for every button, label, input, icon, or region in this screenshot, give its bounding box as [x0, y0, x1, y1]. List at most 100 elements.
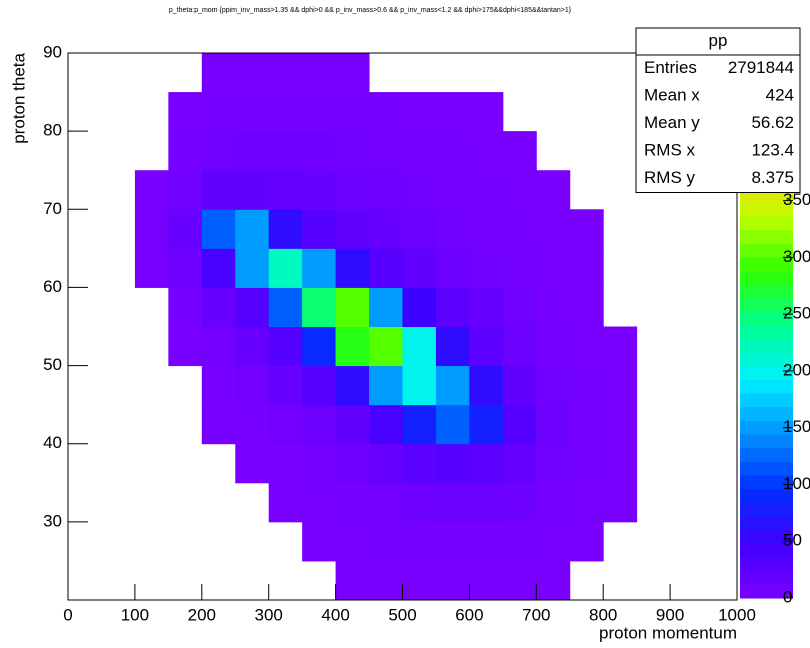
cell	[335, 209, 370, 249]
z-tick-label: 200	[783, 360, 810, 379]
x-tick-label: 400	[321, 605, 349, 624]
palette-band	[740, 393, 793, 408]
cell	[469, 560, 504, 601]
cell	[469, 248, 504, 288]
cell	[402, 287, 437, 327]
chart-title: p_theta:p_mom {ppim_inv_mass>1.35 && dph…	[169, 7, 572, 14]
cells	[134, 53, 638, 601]
x-tick-label: 0	[63, 605, 72, 624]
cell	[235, 326, 270, 367]
stats-value: 424	[766, 86, 794, 105]
cell	[201, 209, 236, 249]
cell	[302, 404, 337, 445]
cell	[168, 131, 203, 171]
palette-band	[740, 420, 793, 435]
x-tick-label: 800	[589, 605, 617, 624]
x-tick-label: 100	[121, 605, 149, 624]
cell	[335, 92, 370, 132]
cell	[603, 482, 638, 523]
palette-band	[740, 570, 793, 585]
cell	[469, 482, 504, 523]
cell	[569, 248, 604, 288]
cell	[268, 326, 303, 367]
cell	[502, 560, 537, 601]
cell	[235, 443, 270, 484]
cell	[302, 365, 337, 406]
cell	[268, 92, 303, 132]
cell	[435, 482, 470, 523]
cell	[369, 326, 403, 367]
cell	[235, 248, 270, 288]
cell	[402, 92, 437, 132]
cell	[302, 521, 337, 562]
cell	[335, 287, 370, 327]
cell	[201, 53, 236, 93]
cell	[569, 482, 604, 523]
z-tick-label: 350	[783, 190, 810, 209]
cell	[469, 131, 504, 171]
cell	[302, 53, 337, 93]
cell	[168, 248, 203, 288]
cell	[235, 170, 270, 210]
stats-value: 56.62	[751, 113, 794, 132]
cell	[402, 404, 437, 445]
cell	[536, 560, 571, 601]
cell	[335, 170, 370, 210]
cell	[502, 482, 537, 523]
cell	[335, 326, 370, 367]
cell	[402, 326, 437, 367]
cell	[235, 404, 270, 445]
cell	[435, 326, 470, 367]
x-axis-label: proton momentum	[599, 623, 737, 642]
x-tick-label: 600	[455, 605, 483, 624]
cell	[268, 131, 303, 171]
cell	[335, 248, 370, 288]
cell	[335, 443, 370, 484]
cell	[402, 131, 437, 171]
y-tick-label: 80	[43, 121, 62, 140]
cell	[469, 521, 504, 562]
palette-band	[740, 529, 793, 544]
cell	[201, 131, 236, 171]
x-tick-label: 1000	[718, 605, 756, 624]
palette-band	[740, 216, 793, 231]
palette-band	[740, 366, 793, 381]
cell	[469, 287, 504, 327]
cell	[335, 560, 370, 601]
cell	[201, 248, 236, 288]
cell	[536, 248, 571, 288]
stats-label: Mean y	[644, 113, 700, 132]
cell	[603, 404, 638, 445]
cell	[402, 560, 437, 601]
cell	[502, 326, 537, 367]
cell	[201, 170, 236, 210]
cell	[369, 365, 403, 406]
cell	[569, 326, 604, 367]
cell	[335, 365, 370, 406]
cell	[536, 443, 571, 484]
cell	[469, 209, 504, 249]
cell	[268, 404, 303, 445]
palette-band	[740, 202, 793, 217]
cell	[402, 482, 437, 523]
cell	[235, 53, 270, 93]
stats-label: RMS x	[644, 141, 696, 160]
cell	[302, 209, 337, 249]
palette-band	[740, 230, 793, 245]
cell	[569, 287, 604, 327]
stats-value: 8.375	[751, 168, 794, 187]
cell	[435, 209, 470, 249]
x-tick-label: 500	[388, 605, 416, 624]
stats-label: RMS y	[644, 168, 696, 187]
y-axis-label: proton theta	[9, 52, 28, 143]
axes: 0 100 200 300 400 500 600 700 800 900 100030405060…	[43, 27, 810, 624]
cell	[302, 287, 337, 327]
cell	[469, 365, 504, 406]
y-tick-label: 40	[43, 433, 62, 452]
cell	[369, 443, 403, 484]
cell	[402, 170, 437, 210]
cell	[369, 560, 403, 601]
palette-band	[740, 448, 793, 463]
cell	[335, 131, 370, 171]
